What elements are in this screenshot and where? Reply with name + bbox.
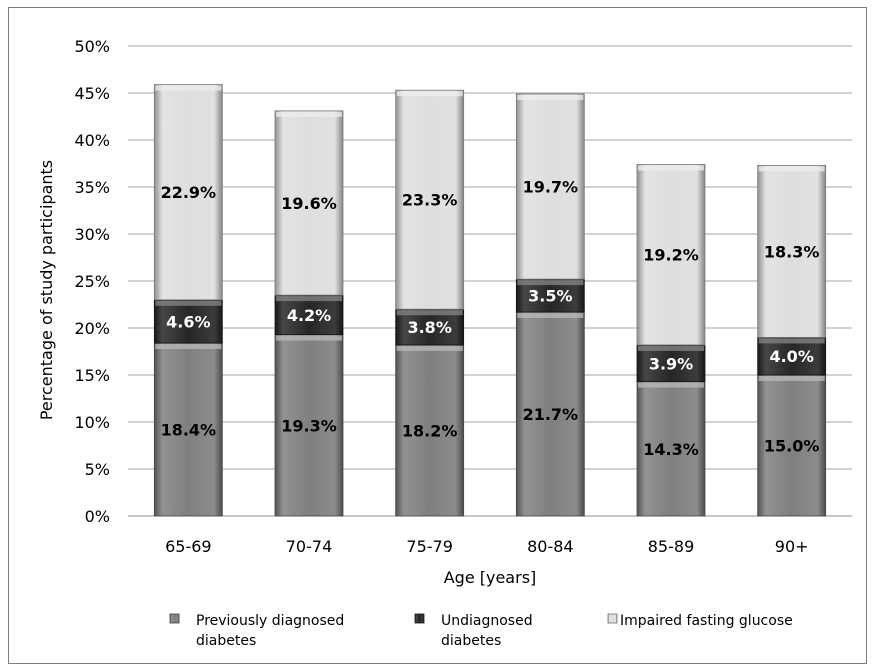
data-labels: 18.4% 4.6% 22.9% 19.3% 4.2% 19.6% 18.2% 3.8% 23.… (161, 178, 820, 459)
bar-segment-highlight (155, 344, 222, 350)
bar-segment-highlight (155, 85, 222, 91)
data-label: 19.3% (281, 416, 337, 435)
bar-segment (395, 344, 465, 517)
y-tick-label: 15% (74, 366, 110, 385)
data-label: 15.0% (764, 437, 820, 456)
bar-segment (153, 342, 223, 517)
y-tick-label: 20% (74, 319, 110, 338)
bars (153, 84, 827, 517)
bar-segment-highlight (517, 94, 584, 100)
y-tick-label: 30% (74, 225, 110, 244)
bar-segment (757, 164, 827, 338)
bar-segment-highlight (758, 338, 825, 344)
bar-segment (515, 311, 585, 517)
data-label: 18.2% (402, 421, 458, 440)
y-axis-title: Percentage of study participants (37, 160, 56, 420)
data-label: 4.0% (769, 347, 813, 366)
legend-item: Undiagnosed diabetes (414, 613, 533, 649)
bar-segment (153, 84, 223, 301)
y-tick-label: 10% (74, 413, 110, 432)
data-label: 4.6% (166, 312, 210, 331)
bar-segment-highlight (758, 376, 825, 381)
data-label: 19.7% (523, 178, 579, 197)
bar-segment (153, 299, 223, 344)
x-axis-title: Age [years] (444, 568, 537, 587)
bar-segment-highlight (155, 300, 222, 306)
data-label: 14.3% (643, 440, 699, 459)
bar-segment-highlight (638, 382, 704, 388)
legend-label: Impaired fasting glucose (620, 613, 793, 629)
bar-segment-highlight (276, 335, 342, 341)
legend-label: diabetes (441, 633, 501, 649)
bar-segment-highlight (396, 91, 463, 97)
legend: Previously diagnosed diabetes Undiagnosed d… (169, 613, 793, 649)
y-tick-label: 35% (74, 178, 110, 197)
y-tick-label: 0% (85, 507, 110, 526)
legend-label: Previously diagnosed (196, 613, 344, 629)
bar-segment (515, 93, 585, 280)
y-tick-label: 5% (85, 460, 110, 479)
x-tick-label: 75-79 (406, 537, 453, 556)
bar-segment-highlight (638, 165, 704, 171)
data-label: 3.9% (649, 354, 693, 373)
x-tick-label: 80-84 (527, 537, 574, 556)
x-tick-label: 90+ (775, 537, 809, 556)
x-tick-label: 85-89 (648, 537, 695, 556)
bar-segment-highlight (758, 166, 825, 172)
bar-segment-highlight (517, 280, 584, 286)
gridlines (128, 45, 852, 517)
y-tick-label: 25% (74, 272, 110, 291)
legend-swatch (169, 613, 180, 624)
data-label: 23.3% (402, 191, 458, 210)
bar-segment (395, 89, 465, 310)
data-label: 19.2% (643, 246, 699, 265)
legend-swatch (414, 613, 425, 624)
y-tick-label: 40% (74, 131, 110, 150)
data-label: 22.9% (161, 183, 217, 202)
data-label: 19.6% (281, 194, 337, 213)
x-tick-label: 65-69 (165, 537, 212, 556)
bar-segment (274, 110, 344, 296)
bar-segment-highlight (276, 296, 342, 302)
data-label: 18.3% (764, 242, 820, 261)
y-axis-tick-labels: 0% 5% 10% 15% 20% 25% 30% 35% 40% 45% 50% (74, 37, 110, 526)
y-tick-label: 50% (74, 37, 110, 56)
bar-segment-highlight (276, 111, 342, 117)
bar-segment (757, 336, 827, 376)
bar-segment (757, 374, 827, 517)
legend-label: diabetes (196, 633, 256, 649)
data-label: 21.7% (523, 405, 579, 424)
bar-segment (636, 344, 706, 382)
x-axis-tick-labels: 65-69 70-74 75-79 80-84 85-89 90+ (165, 537, 808, 556)
legend-label: Undiagnosed (441, 613, 533, 629)
x-tick-label: 70-74 (286, 537, 333, 556)
bar-segment-highlight (396, 310, 463, 316)
data-label: 3.8% (407, 318, 451, 337)
legend-item: Impaired fasting glucose (607, 613, 793, 629)
bar-segment-highlight (517, 313, 584, 319)
bar-segment (274, 334, 344, 517)
bar-segment-highlight (638, 345, 704, 351)
bar-segment-highlight (396, 345, 463, 351)
legend-swatch (607, 613, 618, 624)
y-tick-label: 45% (74, 84, 110, 103)
data-label: 18.4% (161, 421, 217, 440)
legend-item: Previously diagnosed diabetes (169, 613, 344, 649)
data-label: 3.5% (528, 287, 572, 306)
bar-segment (636, 164, 706, 346)
data-label: 4.2% (287, 306, 331, 325)
